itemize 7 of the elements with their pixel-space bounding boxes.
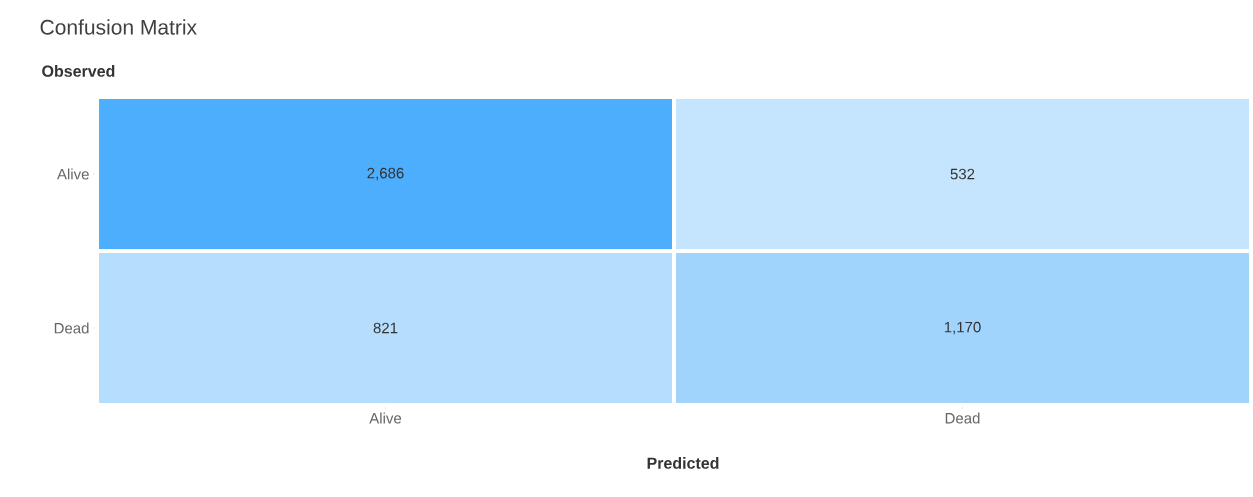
- y-axis-title: Observed: [42, 65, 115, 77]
- chart-title: Confusion Matrix: [40, 19, 197, 35]
- data-label: 1,170: [944, 321, 981, 335]
- data-label: 821: [373, 322, 398, 334]
- data-label: 532: [950, 168, 975, 180]
- x-axis-title: Predicted: [647, 457, 719, 469]
- data-label: 2,686: [367, 167, 404, 181]
